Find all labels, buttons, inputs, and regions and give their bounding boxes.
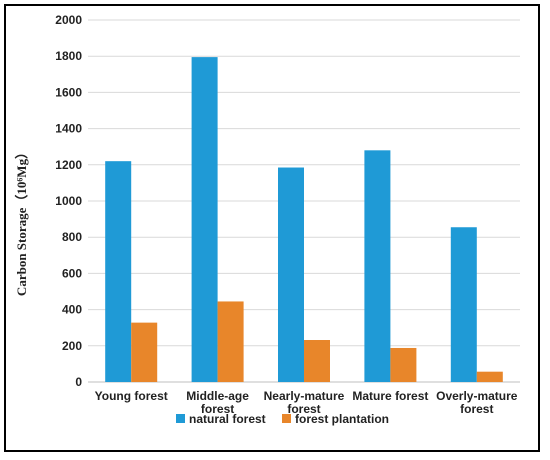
y-tick-label: 400 xyxy=(62,303,82,317)
forest-plantation-bar xyxy=(131,322,158,382)
x-tick-label: Nearly-mature xyxy=(264,389,345,403)
chart-frame xyxy=(4,4,540,452)
y-tick-label: 0 xyxy=(75,375,82,389)
legend-label: forest plantation xyxy=(295,412,389,426)
y-tick-label: 800 xyxy=(62,230,82,244)
natural-forest-bar xyxy=(191,57,218,382)
y-tick-label: 1600 xyxy=(55,85,82,99)
x-tick-label: Overly-mature xyxy=(436,389,518,403)
forest-plantation-bar xyxy=(390,347,417,382)
forest-plantation-bar xyxy=(476,371,503,382)
y-axis-label: Carbon Storage（10⁶Mg） xyxy=(14,146,29,296)
y-tick-label: 1000 xyxy=(55,194,82,208)
forest-plantation-bar xyxy=(217,301,244,382)
x-tick-label: forest xyxy=(460,402,493,416)
legend-swatch xyxy=(176,414,185,423)
natural-forest-bar xyxy=(450,227,477,382)
natural-forest-bar xyxy=(105,161,132,382)
legend-swatch xyxy=(282,414,291,423)
y-tick-label: 600 xyxy=(62,266,82,280)
x-tick-label: Young forest xyxy=(95,389,168,403)
y-tick-label: 200 xyxy=(62,339,82,353)
x-tick-label: Mature forest xyxy=(352,389,428,403)
x-tick-label: forest xyxy=(287,402,320,416)
legend-label: natural forest xyxy=(189,412,266,426)
x-tick-label: Middle-age xyxy=(186,389,249,403)
x-tick-label: forest xyxy=(201,402,234,416)
natural-forest-bar xyxy=(364,150,391,382)
y-tick-label: 1400 xyxy=(55,122,82,136)
y-tick-label: 1800 xyxy=(55,49,82,63)
y-tick-label: 1200 xyxy=(55,158,82,172)
forest-plantation-bar xyxy=(304,340,330,382)
y-tick-label: 2000 xyxy=(55,13,82,27)
natural-forest-bar xyxy=(278,167,304,382)
